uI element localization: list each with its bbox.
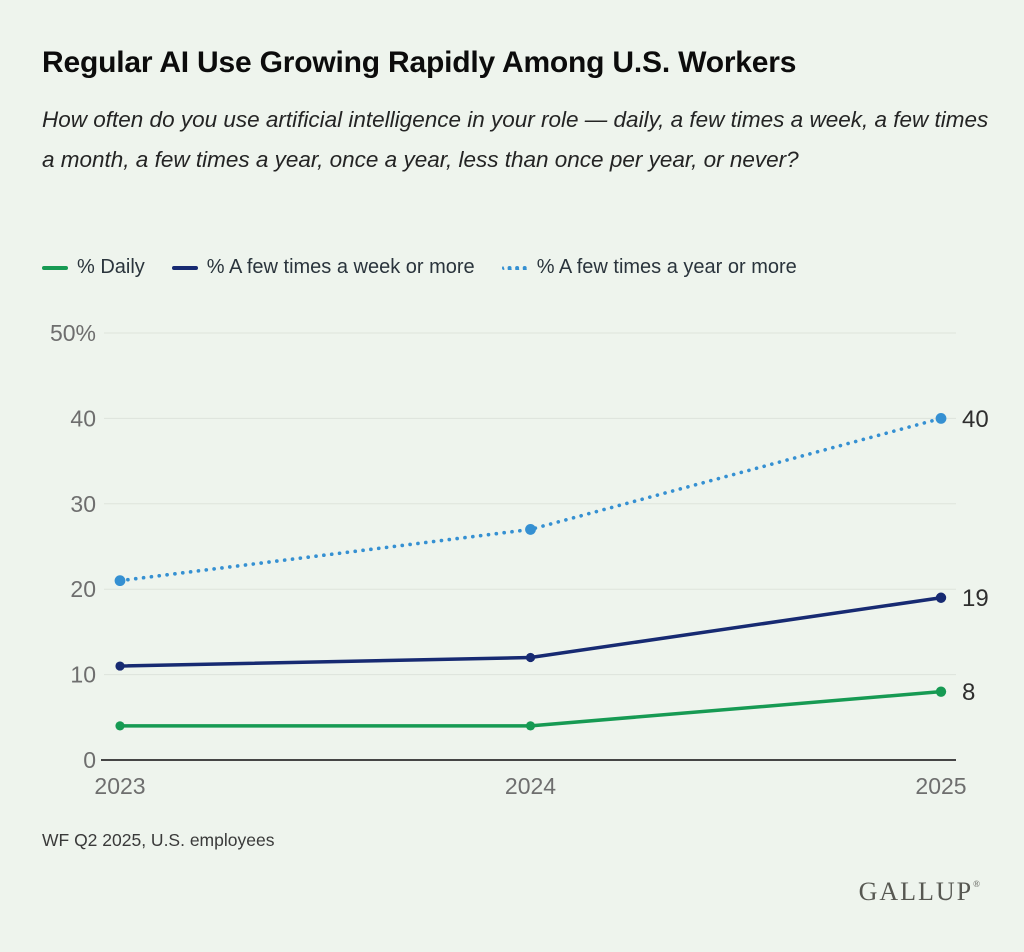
data-point [935,686,947,697]
series-line [118,689,943,728]
series-line [118,416,943,583]
y-tick-label: 30 [70,491,96,517]
y-tick-label: 10 [70,662,96,688]
x-tick-label: 2024 [505,773,556,799]
gallup-logo: GALLUP® [859,877,980,907]
series-end-value: 19 [962,585,989,612]
data-point [525,524,536,535]
legend-swatch-yearly [501,265,528,270]
gallup-wordmark: GALLUP [858,877,974,906]
data-point [525,721,536,731]
legend-label-daily: % Daily [77,256,145,278]
chart-subtitle: How often do you use artificial intellig… [42,107,989,172]
legend-label-yearly: % A few times a year or more [536,256,797,278]
y-tick-label: 20 [70,576,96,602]
x-tick-label: 2023 [94,773,145,799]
data-point [115,661,125,671]
data-point [115,721,125,731]
legend-swatch-daily [42,265,68,270]
source-note: WF Q2 2025, U.S. employees [42,830,275,850]
legend-item-daily: % Daily [42,256,145,279]
y-tick-label: 0 [83,747,96,773]
series-end-value: 40 [962,406,989,433]
series-end-value: 8 [962,679,975,706]
chart-title: Regular AI Use Growing Rapidly Among U.S… [42,46,797,79]
legend-swatch-weekly [171,265,198,270]
legend-item-yearly: % A few times a year or more [501,256,797,279]
legend-item-weekly: % A few times a week or more [171,256,475,279]
data-point [114,575,126,587]
data-point [935,413,947,424]
y-tick-label: 40 [70,405,96,431]
data-point [525,652,536,663]
y-tick-label: 50% [50,320,96,346]
legend-label-weekly: % A few times a week or more [206,256,475,278]
data-point [935,592,947,603]
registered-mark: ® [973,879,980,889]
legend: % Daily % A few times a week or more % A… [42,256,797,279]
x-tick-label: 2025 [915,773,966,799]
